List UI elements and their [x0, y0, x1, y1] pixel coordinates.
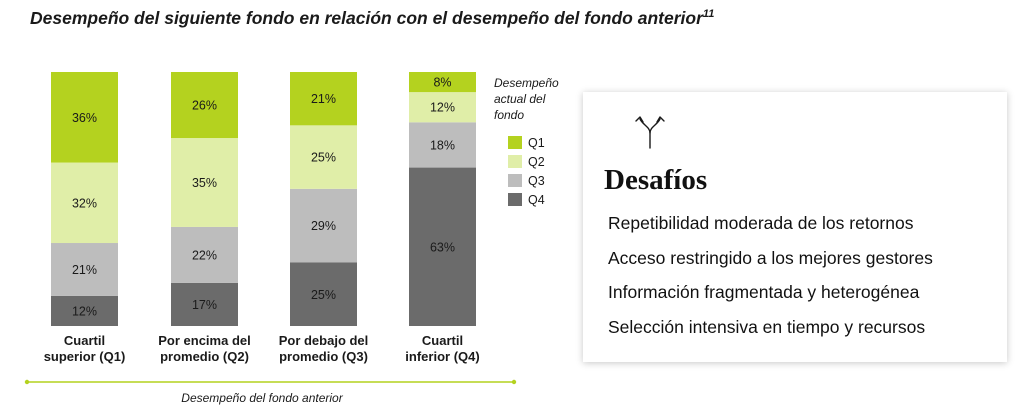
- bar-segment-q2: [409, 92, 476, 123]
- challenge-item: Acceso restringido a los mejores gestore…: [608, 247, 933, 268]
- data-label: 35%: [192, 176, 217, 190]
- panel-heading: Desafíos: [604, 164, 708, 196]
- challenges-panel: Desafíos Repetibilidad moderada de los r…: [583, 92, 1007, 362]
- legend-swatch-q1: [508, 136, 522, 149]
- bar-segment-q2: [290, 125, 357, 189]
- bar-segment-q4: [409, 167, 476, 326]
- legend-label: Q1: [528, 136, 545, 150]
- bar-segment-q1: [290, 72, 357, 126]
- data-label: 32%: [72, 196, 97, 210]
- bar-segment-q3: [51, 243, 118, 296]
- x-tick-label: Cuartil: [64, 333, 105, 348]
- x-tick-label: promedio (Q3): [279, 349, 368, 364]
- axis-end-dot: [24, 379, 30, 385]
- bar-segment-q1: [409, 72, 476, 93]
- data-label: 25%: [311, 288, 336, 302]
- bar-segment-q3: [290, 188, 357, 263]
- bar-segment-q3: [171, 226, 238, 283]
- bar-segment-q2: [171, 138, 238, 227]
- data-label: 8%: [433, 76, 451, 90]
- data-label: 26%: [192, 99, 217, 113]
- x-tick-label: Por debajo del: [279, 333, 369, 348]
- data-label: 29%: [311, 219, 336, 233]
- data-label: 25%: [311, 151, 336, 165]
- x-tick-label: promedio (Q2): [160, 349, 249, 364]
- legend-swatch-q3: [508, 174, 522, 187]
- bar-segment-q3: [409, 122, 476, 168]
- x-tick-label: superior (Q1): [44, 349, 126, 364]
- legend-label: Q2: [528, 155, 545, 169]
- challenge-item: Selección intensiva en tiempo y recursos: [608, 316, 926, 337]
- bar-segment-q4: [171, 282, 238, 326]
- title-footnote-ref: 11: [702, 8, 715, 21]
- x-tick-label: inferior (Q4): [405, 349, 479, 364]
- legend-label: Q3: [528, 174, 545, 188]
- data-label: 12%: [430, 101, 455, 115]
- data-label: 36%: [72, 111, 97, 125]
- legend-label: Q4: [528, 193, 545, 207]
- challenge-item: Repetibilidad moderada de los retornos: [608, 213, 914, 233]
- bar-segment-q1: [171, 72, 238, 139]
- chart-title: Desempeño del siguiente fondo en relació…: [30, 8, 714, 29]
- legend-title: fondo: [494, 108, 524, 122]
- challenges-list: Repetibilidad moderada de los retornos A…: [608, 212, 933, 350]
- axis-end-dot: [511, 379, 517, 385]
- legend-title: actual del: [494, 92, 546, 106]
- x-tick-label: Por encima del: [158, 333, 250, 348]
- data-label: 21%: [311, 92, 336, 106]
- legend-swatch-q4: [508, 193, 522, 206]
- data-label: 17%: [192, 298, 217, 312]
- data-label: 21%: [72, 263, 97, 277]
- bar-segment-q4: [51, 295, 118, 326]
- data-label: 22%: [192, 248, 217, 262]
- data-label: 63%: [430, 240, 455, 254]
- x-axis-title: Desempeño del fondo anterior: [181, 391, 343, 405]
- chart-title-text: Desempeño del siguiente fondo en relació…: [30, 8, 703, 28]
- bar-segment-q2: [51, 162, 118, 244]
- bar-segment-q4: [290, 262, 357, 326]
- challenge-item: Información fragmentada y heterogénea: [608, 282, 920, 302]
- split-arrows-icon: [635, 116, 665, 149]
- legend-swatch-q2: [508, 155, 522, 168]
- legend-title: Desempeño: [494, 76, 559, 90]
- data-label: 18%: [430, 138, 455, 152]
- data-label: 12%: [72, 304, 97, 318]
- x-tick-label: Cuartil: [422, 333, 463, 348]
- bar-segment-q1: [51, 72, 118, 163]
